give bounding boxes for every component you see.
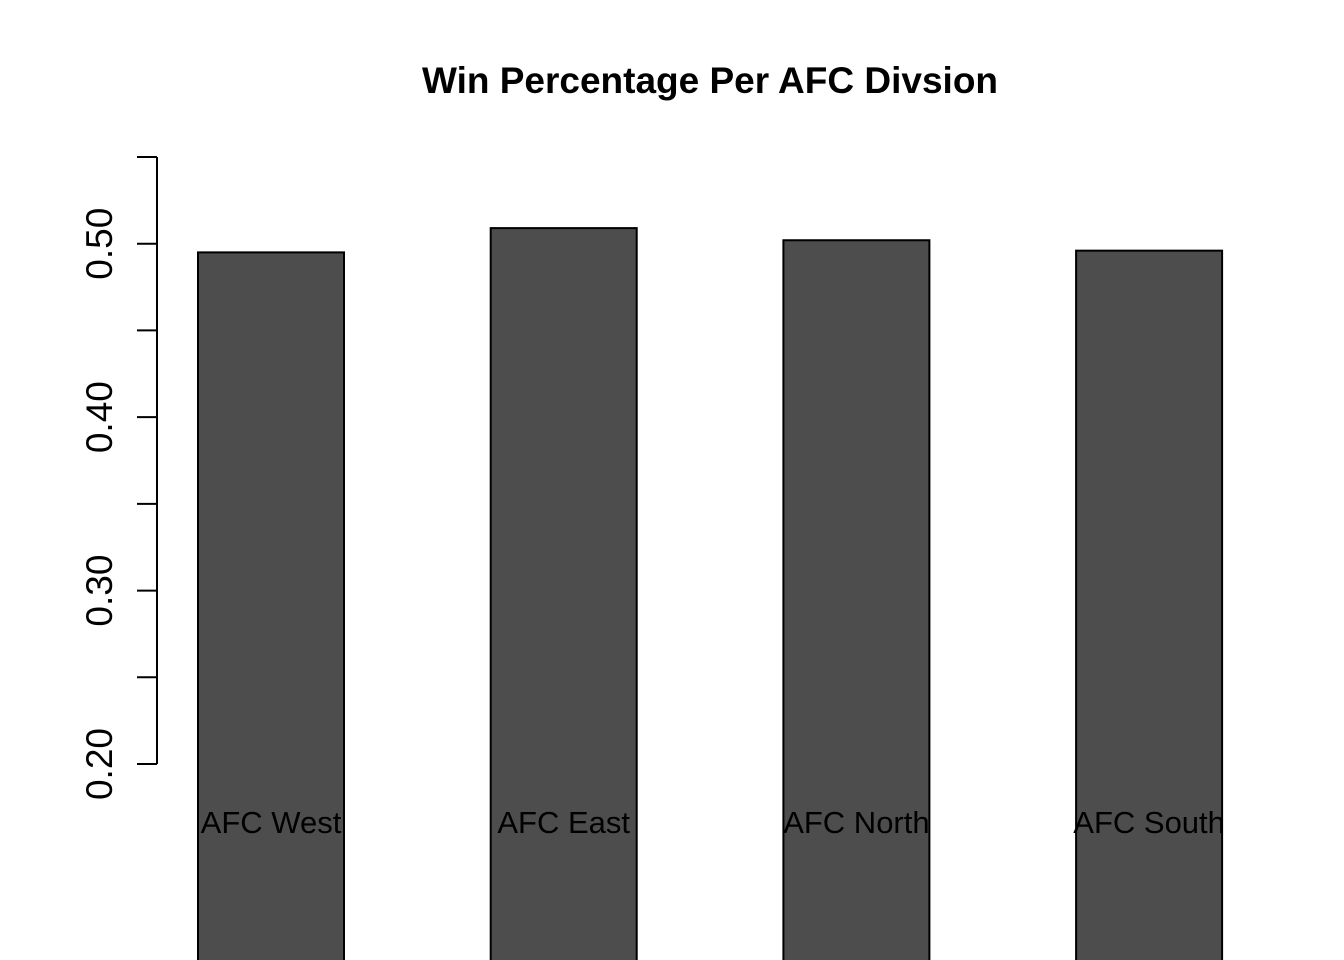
bar-afc-south — [1075, 249, 1224, 960]
bars-layer — [197, 227, 1224, 960]
category-label: AFC South — [1073, 805, 1225, 840]
bar-afc-west — [197, 251, 345, 960]
bar-afc-east — [489, 227, 638, 960]
y-axis: 0.20 0.30 0.40 0.50 — [79, 156, 158, 800]
bar-afc-north — [782, 239, 931, 960]
y-tick-label: 0.40 — [79, 381, 120, 453]
category-labels: AFC West AFC East AFC North AFC South — [201, 805, 1225, 840]
y-tick-label: 0.30 — [79, 555, 120, 627]
y-tick-label: 0.20 — [79, 728, 120, 800]
chart-title: Win Percentage Per AFC Divsion — [422, 60, 998, 101]
y-tick-label: 0.50 — [79, 208, 120, 280]
category-label: AFC North — [783, 805, 929, 840]
category-label: AFC East — [497, 805, 630, 840]
category-label: AFC West — [201, 805, 342, 840]
